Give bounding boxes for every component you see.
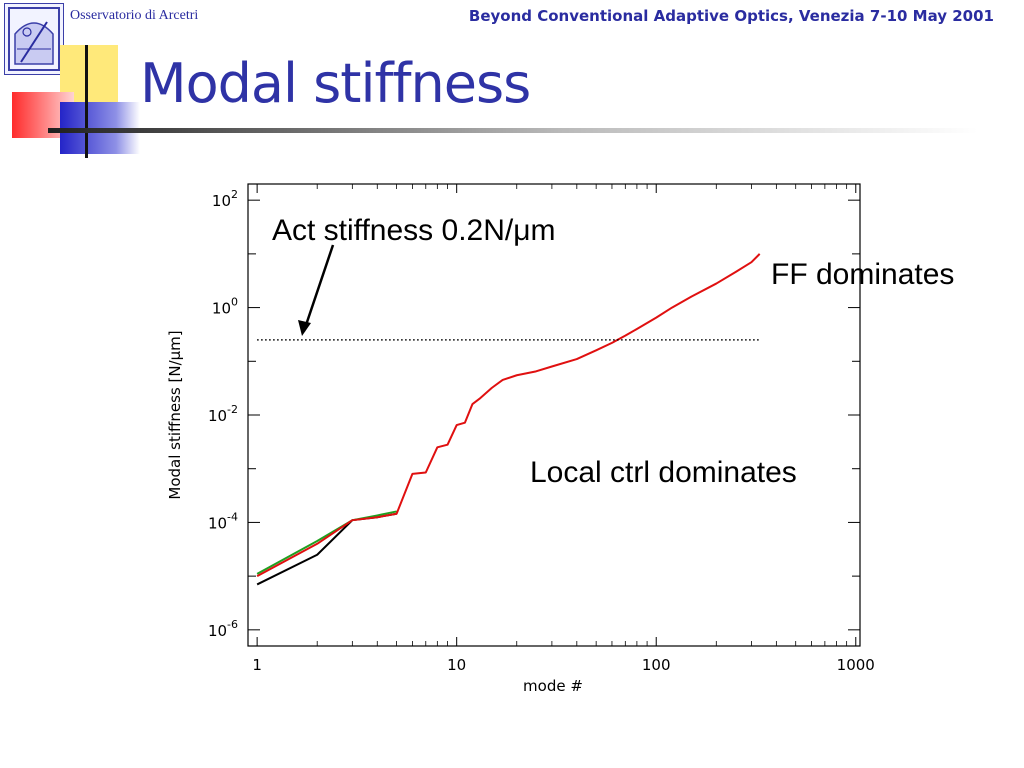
- act-stiffness-annotation: Act stiffness 0.2N/μm: [272, 214, 556, 247]
- x-tick-label: 10: [447, 656, 466, 674]
- observatory-logo: [4, 3, 64, 75]
- y-tick-label: 100: [212, 296, 238, 318]
- y-tick-label: 10-2: [208, 403, 238, 425]
- x-axis-label: mode #: [523, 677, 583, 695]
- x-tick-label: 1000: [837, 656, 875, 674]
- plot-frame: [247, 183, 861, 647]
- y-tick-label: 10-6: [208, 618, 238, 640]
- observatory-emblem-icon: [8, 7, 60, 71]
- local-ctrl-dominates-annotation: Local ctrl dominates: [530, 456, 797, 489]
- institute-name: Osservatorio di Arcetri: [70, 8, 199, 23]
- y-tick-label: 102: [212, 188, 238, 210]
- y-tick-label: 10-4: [208, 510, 238, 532]
- x-tick-label: 1: [252, 656, 262, 674]
- axes-layer: 1 10 100 1000 10-6 10-4 10-2 100 102: [208, 184, 875, 674]
- ff-dominates-annotation: FF dominates: [771, 258, 955, 291]
- conference-title: Beyond Conventional Adaptive Optics, Ven…: [468, 7, 994, 25]
- annotation-arrow-shaft: [302, 244, 335, 332]
- series-line-2: [256, 253, 761, 578]
- slide-title: Modal stiffness: [140, 52, 531, 115]
- series-layer: [256, 253, 761, 586]
- title-underline: [48, 128, 978, 133]
- decor-vertical-line: [85, 45, 88, 158]
- series-line-0: [256, 512, 397, 586]
- annotation-arrow-head: [298, 320, 311, 336]
- x-tick-label: 100: [642, 656, 671, 674]
- y-axis-label: Modal stiffness [N/μm]: [166, 330, 184, 499]
